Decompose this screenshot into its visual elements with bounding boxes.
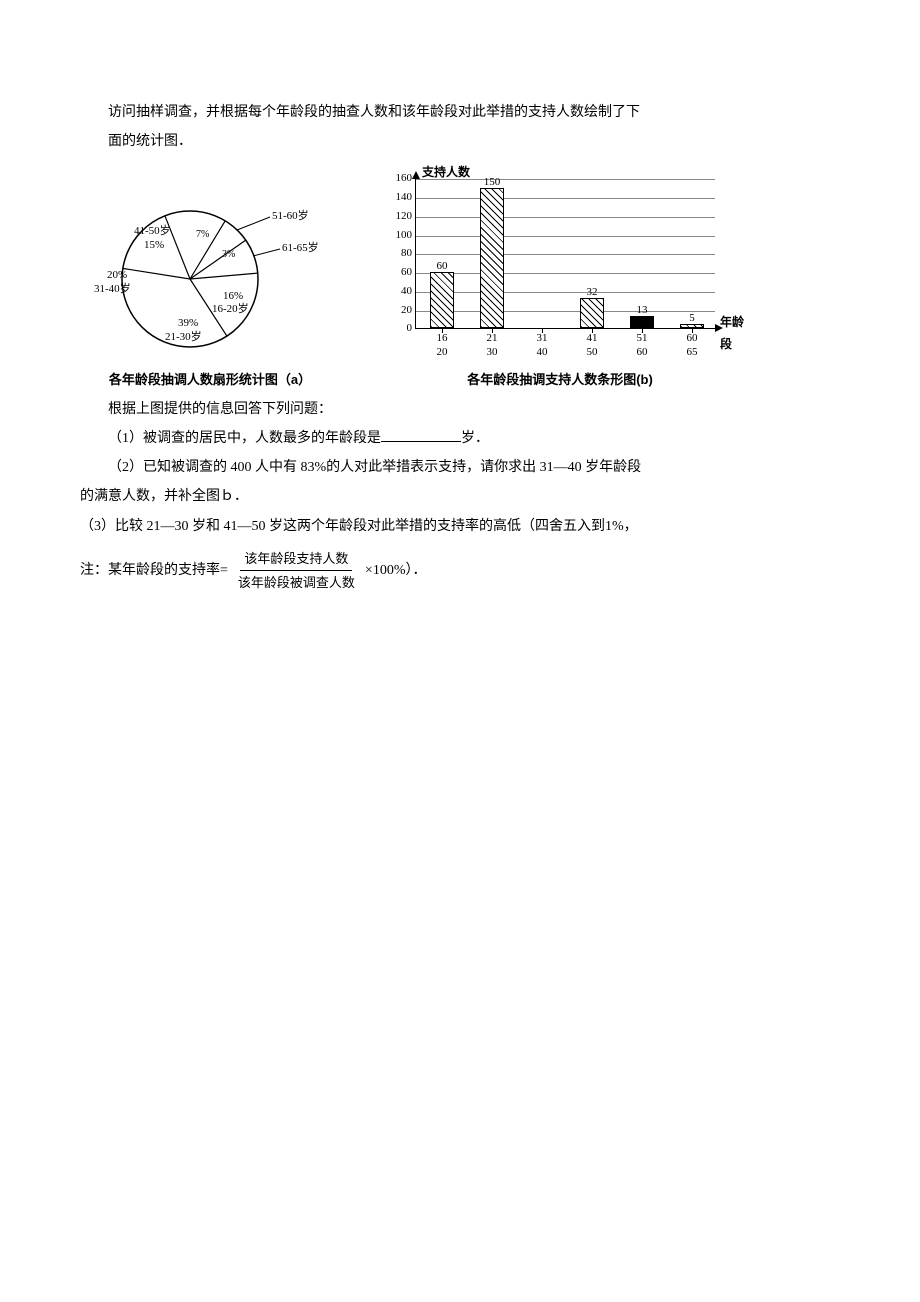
pie-pct-31-40: 20% <box>107 269 127 281</box>
pie-pct-41-50: 15% <box>144 239 164 251</box>
x-tick-mark <box>442 329 443 333</box>
intro-line2: 面的统计图． <box>80 129 840 154</box>
bar: 13 <box>630 316 654 328</box>
x-tick-mark <box>592 329 593 333</box>
y-tick: 120 <box>388 207 412 227</box>
q1-post: 岁． <box>461 431 489 446</box>
bar-value-label: 60 <box>437 257 448 277</box>
bar-value-label: 150 <box>484 173 501 193</box>
question-2b: 的满意人数，并补全图ｂ． <box>80 484 840 509</box>
pie-lbl-51-60: 51-60岁 <box>272 208 309 222</box>
x-tick: 4150 <box>580 332 604 358</box>
y-tick: 60 <box>388 263 412 283</box>
grid-line <box>416 236 715 237</box>
note-row: 注：某年龄段的支持率= 该年龄段支持人数 该年龄段被调查人数 ×100%）． <box>80 547 840 595</box>
pie-lbl-31-40: 31-40岁 <box>94 281 131 295</box>
bar-value-label: 13 <box>637 301 648 321</box>
x-tick: 1620 <box>430 332 454 358</box>
y-tick: 20 <box>388 301 412 321</box>
x-tick-mark <box>492 329 493 333</box>
grid-line <box>416 217 715 218</box>
fraction-denominator: 该年龄段被调查人数 <box>234 571 359 594</box>
grid-line <box>416 179 715 180</box>
x-tick-mark <box>692 329 693 333</box>
pie-pct-51-60: 7% <box>196 229 209 240</box>
support-rate-formula: 该年龄段支持人数 该年龄段被调查人数 <box>230 547 363 595</box>
figures-row: 16% 16-20岁 39% 21-30岁 20% 31-40岁 41-50岁 … <box>80 164 840 391</box>
x-tick: 6065 <box>680 332 704 358</box>
y-axis-arrow <box>412 171 420 179</box>
y-tick: 80 <box>388 244 412 264</box>
note-prefix: 注：某年龄段的支持率= <box>80 558 228 583</box>
pie-pct-21-30: 39% <box>178 317 198 329</box>
bar-value-label: 32 <box>587 283 598 303</box>
question-1: （1）被调查的居民中，人数最多的年龄段是 岁． <box>80 426 840 451</box>
x-axis-arrow <box>715 324 723 332</box>
fraction-numerator: 该年龄段支持人数 <box>240 547 352 571</box>
pie-pct-16-20: 16% <box>223 290 243 302</box>
question-2a: （2）已知被调查的 400 人中有 83%的人对此举措表示支持，请你求出 31—… <box>80 455 840 480</box>
pie-figure: 16% 16-20岁 39% 21-30岁 20% 31-40岁 41-50岁 … <box>80 184 340 391</box>
pie-lbl-61-65: 61-65岁 <box>282 240 319 254</box>
grid-line <box>416 254 715 255</box>
q1-blank <box>381 427 461 442</box>
bar: 5 <box>680 324 704 329</box>
fraction: 该年龄段支持人数 该年龄段被调查人数 <box>234 547 359 595</box>
grid-line <box>416 292 715 293</box>
pie-chart: 16% 16-20岁 39% 21-30岁 20% 31-40岁 41-50岁 … <box>80 184 340 364</box>
pie-pct-61-65: 3% <box>222 249 235 260</box>
bar: 150 <box>480 188 504 329</box>
y-tick: 140 <box>388 188 412 208</box>
pie-lbl-21-30: 21-30岁 <box>165 329 202 343</box>
x-tick-mark <box>542 329 543 333</box>
y-tick: 100 <box>388 226 412 246</box>
bar-caption: 各年龄段抽调支持人数条形图(b) <box>467 368 653 391</box>
intro-line1: 访问抽样调查，并根据每个年龄段的抽查人数和该年龄段对此举措的支持人数绘制了下 <box>80 100 840 125</box>
y-tick: 40 <box>388 282 412 302</box>
x-tick: 3140 <box>530 332 554 358</box>
grid-line <box>416 198 715 199</box>
note-suffix: ×100%）． <box>365 558 427 583</box>
bar: 60 <box>430 272 454 328</box>
pie-caption: 各年龄段抽调人数扇形统计图（a） <box>109 368 311 391</box>
questions-lead: 根据上图提供的信息回答下列问题： <box>80 397 840 422</box>
grid-line <box>416 273 715 274</box>
x-tick: 5160 <box>630 332 654 358</box>
bar-plot-area: 0204060801001201401606016201502130314032… <box>415 179 715 329</box>
pie-lbl-41-50: 41-50岁 <box>134 223 171 237</box>
grid-line <box>416 311 715 312</box>
x-tick: 2130 <box>480 332 504 358</box>
y-tick: 160 <box>388 169 412 189</box>
pie-lbl-16-20: 16-20岁 <box>212 301 249 315</box>
bar-value-label: 5 <box>689 309 695 329</box>
x-tick-mark <box>642 329 643 333</box>
bar: 32 <box>580 298 604 328</box>
bar-chart: 支持人数 年龄段 0204060801001201401606016201502… <box>370 164 750 364</box>
q1-pre: （1）被调查的居民中，人数最多的年龄段是 <box>108 431 381 446</box>
bar-figure: 支持人数 年龄段 0204060801001201401606016201502… <box>370 164 750 391</box>
y-tick: 0 <box>388 319 412 339</box>
question-3: （3）比较 21—30 岁和 41—50 岁这两个年龄段对此举措的支持率的高低（… <box>80 514 840 539</box>
bar-x-title: 年龄段 <box>720 312 750 355</box>
